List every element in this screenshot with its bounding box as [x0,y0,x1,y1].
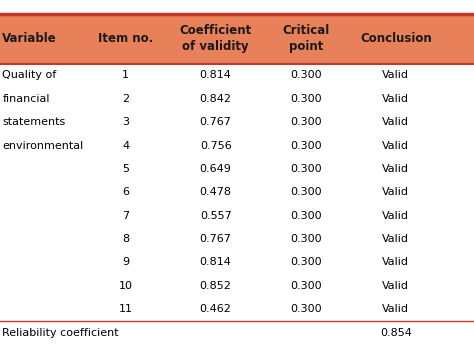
Text: Valid: Valid [383,164,409,174]
Text: 0.756: 0.756 [200,140,231,151]
Text: Conclusion: Conclusion [360,32,432,45]
Text: 0.649: 0.649 [200,164,232,174]
Text: 5: 5 [122,164,129,174]
Text: 0.767: 0.767 [200,234,232,244]
Text: 0.300: 0.300 [290,140,321,151]
Text: financial: financial [2,94,50,104]
Text: 0.767: 0.767 [200,117,232,127]
Text: Coefficient
of validity: Coefficient of validity [180,24,252,53]
Text: 8: 8 [122,234,129,244]
Text: 0.814: 0.814 [200,257,232,268]
Text: Valid: Valid [383,187,409,197]
Text: 0.300: 0.300 [290,94,321,104]
Text: 0.814: 0.814 [200,70,232,80]
Text: 1: 1 [122,70,129,80]
Text: Valid: Valid [383,211,409,221]
Text: 0.300: 0.300 [290,164,321,174]
Text: Valid: Valid [383,281,409,291]
Text: 0.478: 0.478 [200,187,232,197]
Text: Valid: Valid [383,140,409,151]
Text: 0.300: 0.300 [290,257,321,268]
Text: 7: 7 [122,211,129,221]
Text: Reliability coefficient: Reliability coefficient [2,327,119,338]
Text: 11: 11 [118,304,133,314]
Text: statements: statements [2,117,65,127]
Text: 9: 9 [122,257,129,268]
Text: 6: 6 [122,187,129,197]
Text: Valid: Valid [383,94,409,104]
Text: 4: 4 [122,140,129,151]
Text: Variable: Variable [2,32,57,45]
Bar [0,14,474,64]
Text: 0.300: 0.300 [290,70,321,80]
Text: Valid: Valid [383,257,409,268]
Text: 0.300: 0.300 [290,281,321,291]
Text: 0.300: 0.300 [290,304,321,314]
Text: 0.300: 0.300 [290,211,321,221]
Text: 0.462: 0.462 [200,304,232,314]
Text: Valid: Valid [383,304,409,314]
Text: Valid: Valid [383,234,409,244]
Text: Valid: Valid [383,117,409,127]
Text: 0.300: 0.300 [290,187,321,197]
Text: 10: 10 [118,281,133,291]
Text: 0.854: 0.854 [380,327,412,338]
Text: 0.300: 0.300 [290,117,321,127]
Text: 0.842: 0.842 [200,94,232,104]
Text: Critical
point: Critical point [282,24,329,53]
Text: Valid: Valid [383,70,409,80]
Text: 0.557: 0.557 [200,211,231,221]
Text: 0.852: 0.852 [200,281,232,291]
Text: environmental: environmental [2,140,83,151]
Text: 2: 2 [122,94,129,104]
Text: 3: 3 [122,117,129,127]
Text: 0.300: 0.300 [290,234,321,244]
Text: Quality of: Quality of [2,70,56,80]
Text: Item no.: Item no. [98,32,153,45]
